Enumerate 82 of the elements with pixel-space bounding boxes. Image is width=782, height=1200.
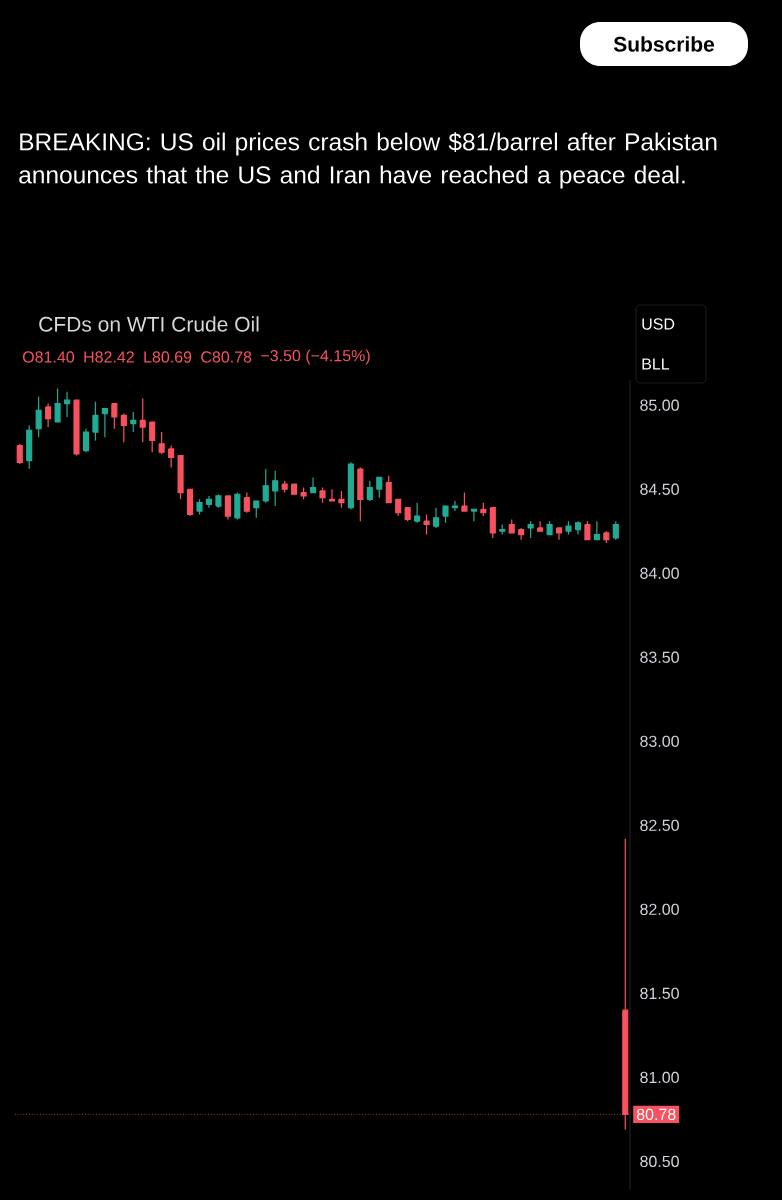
candlestick [272, 470, 279, 507]
candlestick [158, 431, 165, 455]
y-tick-label: 82.00 [640, 903, 679, 916]
candlestick [309, 476, 317, 494]
candlestick [470, 508, 477, 522]
candlestick [499, 523, 506, 536]
candlestick [461, 491, 468, 512]
y-tick-label: 81.50 [640, 987, 679, 1000]
candlestick [177, 455, 184, 500]
candlestick [518, 527, 525, 541]
text: BLL [642, 358, 670, 370]
candlestick [253, 500, 260, 519]
candlestick [527, 520, 534, 539]
candlestick [451, 500, 459, 512]
text: C80.78 [201, 351, 252, 363]
candlestick [338, 490, 345, 509]
y-tick-label: 84.50 [640, 483, 679, 495]
candlestick [357, 466, 364, 522]
candlestick [243, 491, 250, 514]
candlestick [612, 520, 619, 541]
text: USD [642, 318, 675, 330]
candlestick [205, 495, 213, 509]
candlestick [603, 530, 610, 544]
candlestick [149, 421, 156, 453]
candlestick [555, 527, 563, 541]
text: −3.50 (−4.15%) [261, 349, 370, 365]
candlestick [111, 402, 118, 430]
candlestick [480, 502, 487, 517]
candlestick [584, 520, 591, 541]
candlestick [54, 387, 61, 423]
candlestick [130, 411, 137, 433]
candlestick [35, 396, 42, 438]
candlestick [546, 520, 553, 536]
candlestick [281, 480, 288, 494]
text: Subscribe [613, 36, 715, 52]
candlestick [92, 401, 99, 442]
y-tick-label: 82.50 [640, 819, 679, 831]
candlestick [262, 468, 269, 504]
y-tick-label: 80.50 [640, 1155, 679, 1168]
candlestick [376, 476, 383, 499]
candlestick [404, 507, 411, 522]
candlestick [508, 518, 515, 534]
text: H82.42 [84, 351, 134, 363]
candlestick [574, 520, 582, 536]
y-tick-label: 83.50 [640, 651, 679, 663]
candlestick [414, 502, 421, 524]
candlestick [168, 444, 175, 468]
candlestick [63, 391, 71, 418]
candlestick [215, 493, 222, 509]
chart-subtitle: CFDs on WTI Crude Oil [39, 316, 259, 332]
candlestick [224, 495, 231, 521]
candlestick [82, 428, 90, 453]
candlestick [196, 498, 203, 516]
y-tick-label: 81.00 [640, 1071, 679, 1084]
y-tick-label: 85.00 [640, 399, 679, 411]
candlestick [385, 475, 392, 504]
candlestick [593, 520, 600, 541]
chart-title: BREAKING: US oil prices crash below $81/barrel after Pakistan announces that the US and Iran have reached a peace deal. [19, 132, 717, 189]
candlestick [328, 488, 336, 502]
candlestick [186, 488, 194, 517]
text: O81.40 [22, 351, 75, 363]
candlestick [139, 397, 146, 443]
candlestick [366, 480, 373, 502]
y-tick-label: 83.00 [640, 735, 679, 747]
candlestick [26, 424, 33, 470]
text: L80.69 [144, 351, 192, 363]
candlestick [432, 507, 440, 529]
candlestick [537, 520, 544, 532]
ref-line-label: 80.78 [636, 1108, 676, 1121]
candlestick [101, 407, 108, 438]
candlestick [442, 505, 449, 524]
candlestick [300, 486, 307, 500]
y-tick-label: 84.00 [640, 567, 679, 579]
candlestick [73, 399, 80, 457]
candlestick [120, 413, 127, 443]
candlestick [347, 461, 354, 510]
candlestick [16, 443, 23, 465]
candlestick [423, 513, 430, 536]
candlestick [45, 402, 52, 428]
candlestick [565, 520, 572, 536]
candlestick [319, 486, 326, 504]
candlestick [489, 507, 496, 539]
